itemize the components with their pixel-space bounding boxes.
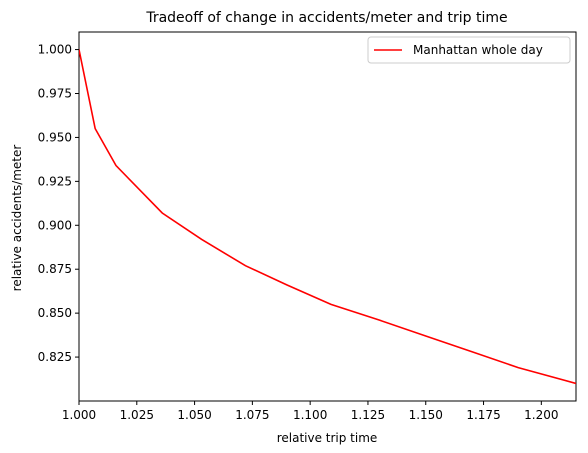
y-axis-label: relative accidents/meter [10, 145, 24, 292]
x-tick-label: 1.000 [62, 408, 96, 422]
x-axis-label: relative trip time [277, 431, 378, 445]
y-axis-ticks: 0.825 0.850 0.875 0.900 0.925 0.950 0.975 1.000 [38, 43, 79, 364]
y-tick-label: 0.850 [38, 306, 72, 320]
x-axis-ticks: 1.000 1.025 1.050 1.075 1.100 1.125 1.150 1.175… [62, 401, 559, 422]
x-tick-label: 1.050 [177, 408, 211, 422]
x-tick-label: 1.075 [235, 408, 269, 422]
y-tick-label: 0.950 [38, 130, 72, 144]
y-tick-label: 0.875 [38, 262, 72, 276]
y-tick-label: 1.000 [38, 43, 72, 57]
y-tick-label: 0.900 [38, 218, 72, 232]
x-tick-label: 1.200 [524, 408, 558, 422]
x-tick-label: 1.175 [466, 408, 500, 422]
legend-box [367, 36, 571, 64]
plot-area [78, 31, 577, 402]
y-tick-label: 0.825 [38, 350, 72, 364]
x-tick-label: 1.025 [120, 408, 154, 422]
legend: Manhattan whole day [367, 36, 571, 64]
legend-label: Manhattan whole day [413, 43, 543, 57]
chart-title: Tradeoff of change in accidents/meter an… [145, 10, 507, 26]
series-line-0 [79, 49, 576, 385]
x-tick-label: 1.125 [351, 408, 385, 422]
x-tick-label: 1.150 [409, 408, 443, 422]
y-tick-label: 0.975 [38, 87, 72, 101]
plot-frame [78, 31, 577, 402]
x-tick-label: 1.100 [293, 408, 327, 422]
series-layer [79, 49, 576, 385]
y-tick-label: 0.925 [38, 174, 72, 188]
